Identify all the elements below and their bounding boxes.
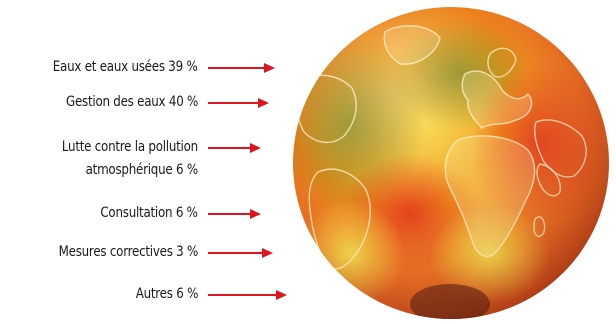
label-mesures-correctives: Mesures correctives 3 % bbox=[58, 244, 199, 260]
label-eaux-usees: Eaux et eaux usées 39 % bbox=[53, 59, 198, 75]
label-pollution-line1: Lutte contre la pollution bbox=[61, 139, 198, 155]
arrow-mesures-correctives bbox=[208, 248, 273, 258]
arrow-gestion-eaux bbox=[208, 98, 269, 108]
arrow-autres bbox=[208, 290, 287, 300]
label-consultation: Consultation 6 % bbox=[100, 205, 199, 221]
label-gestion-eaux: Gestion des eaux 40 % bbox=[65, 94, 198, 110]
label-pollution-line2: atmosphérique 6 % bbox=[85, 162, 198, 178]
arrow-eaux-usees bbox=[208, 63, 275, 73]
label-autres: Autres 6 % bbox=[135, 286, 199, 302]
arrow-consultation bbox=[208, 209, 261, 219]
earth-globe-icon bbox=[293, 7, 609, 319]
arrow-pollution bbox=[208, 143, 261, 153]
